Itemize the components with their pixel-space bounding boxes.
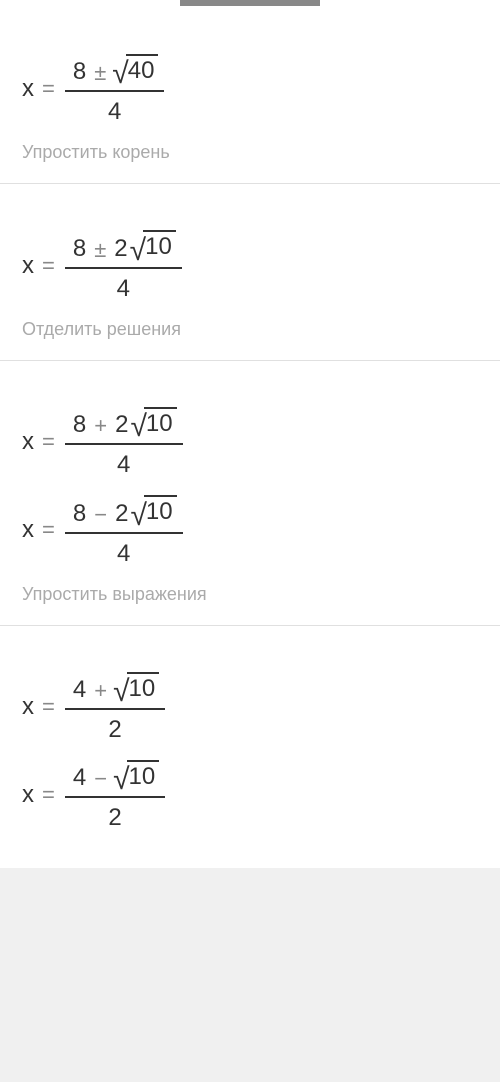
numerator: 8 + 2 √ 10	[65, 407, 183, 445]
sqrt-symbol: √	[112, 62, 128, 86]
term-a: 4	[71, 678, 88, 702]
operator: −	[88, 504, 113, 526]
variable: x	[22, 252, 34, 280]
sqrt: √ 10	[130, 495, 176, 525]
equals-sign: =	[42, 782, 55, 808]
sqrt: √ 40	[112, 54, 158, 84]
radicand: 40	[126, 54, 159, 84]
equals-sign: =	[42, 694, 55, 720]
fraction: 8 − 2 √ 10 4	[65, 495, 183, 565]
sqrt-symbol: √	[130, 239, 146, 263]
instruction: Упростить выражения	[22, 584, 478, 605]
equals-sign: =	[42, 517, 55, 543]
operator: +	[88, 680, 113, 702]
top-handle	[180, 0, 320, 6]
denominator: 2	[108, 798, 121, 830]
equals-sign: =	[42, 76, 55, 102]
fraction: 8 ± √ 40 4	[65, 54, 165, 124]
sqrt-symbol: √	[113, 768, 129, 792]
solution-steps: x = 8 ± √ 40 4 Упростить корень x =	[0, 8, 500, 868]
sqrt: √ 10	[130, 230, 176, 260]
radicand: 10	[127, 672, 160, 702]
sqrt-symbol: √	[113, 680, 129, 704]
coef: 2	[112, 237, 129, 261]
term-a: 8	[71, 60, 88, 84]
operator: −	[88, 768, 113, 790]
equation: x = 4 − √ 10 2	[22, 760, 478, 830]
equation: x = 4 + √ 10 2	[22, 672, 478, 742]
denominator: 4	[117, 445, 130, 477]
sqrt-symbol: √	[130, 415, 146, 439]
sqrt: √ 10	[130, 407, 176, 437]
operator: +	[88, 415, 113, 437]
variable: x	[22, 781, 34, 809]
equals-sign: =	[42, 429, 55, 455]
top-handle-wrap	[0, 0, 500, 8]
sqrt: √ 10	[113, 672, 159, 702]
coef: 2	[113, 502, 130, 526]
radicand: 10	[143, 230, 176, 260]
numerator: 4 − √ 10	[65, 760, 165, 798]
numerator: 8 ± 2 √ 10	[65, 230, 182, 268]
coef: 2	[113, 413, 130, 437]
equation: x = 8 ± 2 √ 10 4	[22, 230, 478, 300]
term-a: 8	[71, 237, 88, 261]
instruction: Упростить корень	[22, 142, 478, 163]
equation: x = 8 ± √ 40 4	[22, 54, 478, 124]
equals-sign: =	[42, 253, 55, 279]
step-3: x = 8 + 2 √ 10 4 x = 8	[0, 361, 500, 626]
radicand: 10	[144, 407, 177, 437]
denominator: 4	[108, 92, 121, 124]
term-a: 8	[71, 413, 88, 437]
equation: x = 8 − 2 √ 10 4	[22, 495, 478, 565]
fraction: 8 + 2 √ 10 4	[65, 407, 183, 477]
sqrt-symbol: √	[130, 504, 146, 528]
operator: ±	[88, 62, 112, 84]
term-a: 8	[71, 502, 88, 526]
operator: ±	[88, 239, 112, 261]
denominator: 4	[117, 534, 130, 566]
variable: x	[22, 75, 34, 103]
denominator: 4	[117, 269, 130, 301]
fraction: 4 + √ 10 2	[65, 672, 165, 742]
step-4: x = 4 + √ 10 2 x = 4 −	[0, 626, 500, 869]
instruction: Отделить решения	[22, 319, 478, 340]
numerator: 4 + √ 10	[65, 672, 165, 710]
numerator: 8 − 2 √ 10	[65, 495, 183, 533]
fraction: 4 − √ 10 2	[65, 760, 165, 830]
radicand: 10	[127, 760, 160, 790]
sqrt: √ 10	[113, 760, 159, 790]
term-a: 4	[71, 766, 88, 790]
variable: x	[22, 516, 34, 544]
radicand: 10	[144, 495, 177, 525]
step-1: x = 8 ± √ 40 4 Упростить корень	[0, 8, 500, 184]
step-2: x = 8 ± 2 √ 10 4 Отделить решения	[0, 184, 500, 360]
numerator: 8 ± √ 40	[65, 54, 165, 92]
equation: x = 8 + 2 √ 10 4	[22, 407, 478, 477]
fraction: 8 ± 2 √ 10 4	[65, 230, 182, 300]
denominator: 2	[108, 710, 121, 742]
variable: x	[22, 693, 34, 721]
variable: x	[22, 428, 34, 456]
